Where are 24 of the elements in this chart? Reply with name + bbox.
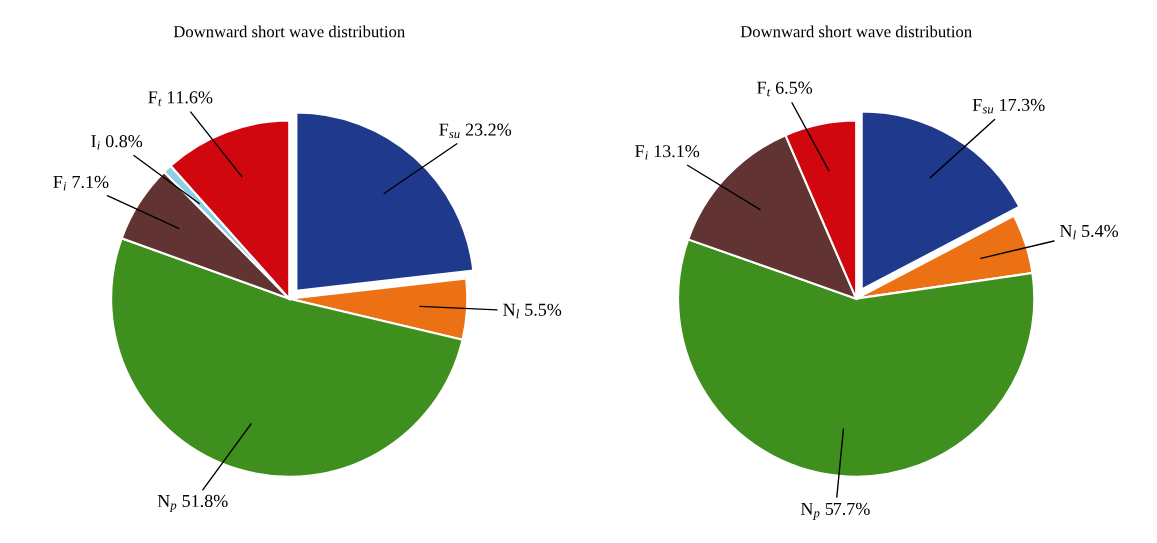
data-label: 6.5% — [775, 81, 813, 94]
data-label: 0.8% — [105, 135, 143, 148]
data-label: 13.1% — [654, 145, 700, 158]
slice-label: F$_{i}$ — [635, 145, 648, 160]
data-label: 7.1% — [72, 175, 109, 189]
slice-label: F$_{t}$ — [148, 91, 162, 106]
slice-label: F$_{t}$ — [757, 81, 771, 97]
data-label: 5.5% — [525, 303, 562, 316]
slice-label: N$_{p}$ — [800, 502, 820, 520]
data-label: 11.6% — [167, 91, 213, 104]
slice-label: I$_{i}$ — [91, 135, 100, 150]
data-label: 17.3% — [1000, 98, 1045, 112]
slice-label: N$_{p}$ — [157, 495, 177, 513]
data-label: 57.7% — [825, 502, 870, 515]
slice-label: F$_{su}$ — [439, 123, 460, 139]
slice-label: N$_{l}$ — [1059, 225, 1076, 240]
data-label: 5.4% — [1082, 224, 1119, 238]
slice-label: N$_{l}$ — [503, 303, 520, 319]
data-label: 51.8% — [182, 494, 228, 508]
slice-label: F$_{i}$ — [53, 175, 67, 191]
chart-title: Downward short wave distribution — [740, 25, 972, 38]
chart-title: Downward short wave distribution — [173, 25, 405, 38]
slice-label: F$_{su}$ — [972, 99, 994, 114]
data-label: 23.2% — [465, 123, 512, 136]
